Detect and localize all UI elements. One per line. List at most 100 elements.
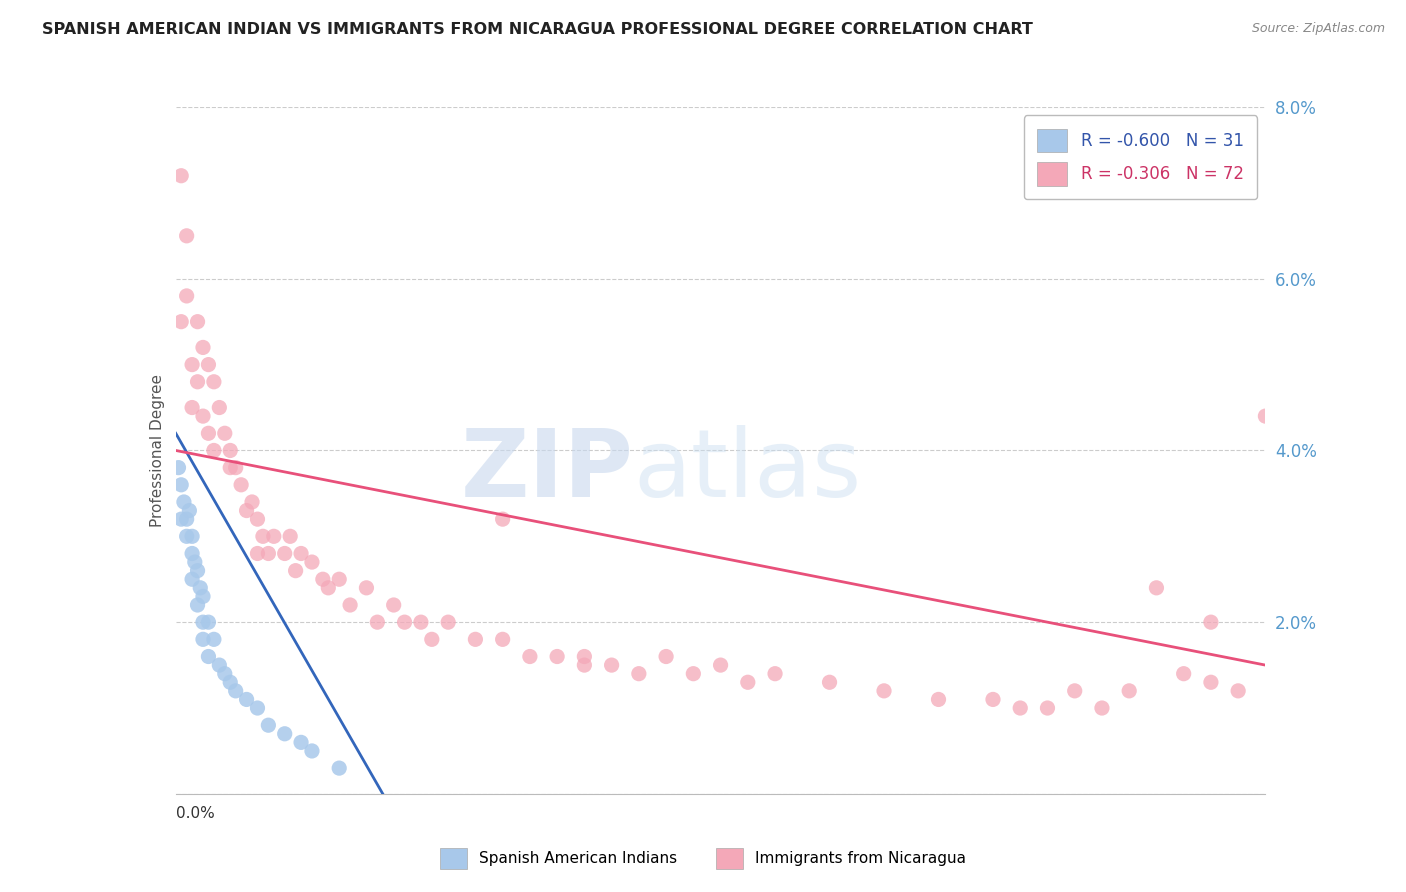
Point xyxy=(873,683,896,698)
Point xyxy=(191,341,214,355)
Point xyxy=(191,615,214,630)
Point xyxy=(246,512,269,526)
Point xyxy=(1254,409,1277,424)
Text: SPANISH AMERICAN INDIAN VS IMMIGRANTS FROM NICARAGUA PROFESSIONAL DEGREE CORRELA: SPANISH AMERICAN INDIAN VS IMMIGRANTS FR… xyxy=(42,22,1033,37)
Point xyxy=(655,649,678,664)
Point xyxy=(197,649,219,664)
Point xyxy=(235,503,257,517)
Point xyxy=(274,727,297,741)
Point xyxy=(202,375,225,389)
Point xyxy=(409,615,432,630)
Point xyxy=(173,495,195,509)
Point xyxy=(519,649,541,664)
Point xyxy=(181,572,204,586)
Point xyxy=(356,581,378,595)
Text: atlas: atlas xyxy=(633,425,862,517)
Point xyxy=(1010,701,1032,715)
Point xyxy=(191,632,214,647)
Point xyxy=(235,692,257,706)
Point xyxy=(219,443,242,458)
Point xyxy=(928,692,950,706)
Point xyxy=(420,632,443,647)
Point xyxy=(176,289,198,303)
Point xyxy=(176,529,198,543)
Point xyxy=(682,666,704,681)
Point xyxy=(188,581,211,595)
Point xyxy=(1199,675,1222,690)
Point xyxy=(214,666,236,681)
Point xyxy=(202,443,225,458)
Point xyxy=(1173,666,1195,681)
Point xyxy=(1118,683,1140,698)
Point xyxy=(763,666,786,681)
Point xyxy=(181,401,204,415)
Point xyxy=(464,632,486,647)
Point xyxy=(197,358,219,372)
Point xyxy=(1036,701,1059,715)
Point xyxy=(284,564,307,578)
Point xyxy=(366,615,388,630)
Point xyxy=(492,632,515,647)
Point xyxy=(181,358,204,372)
Point xyxy=(231,478,253,492)
Point xyxy=(339,598,361,612)
Point xyxy=(290,735,312,749)
Legend: R = -0.600   N = 31, R = -0.306   N = 72: R = -0.600 N = 31, R = -0.306 N = 72 xyxy=(1024,115,1257,199)
Point xyxy=(328,572,350,586)
Point xyxy=(179,503,201,517)
Point xyxy=(184,555,207,569)
Point xyxy=(170,315,193,329)
Point xyxy=(219,460,242,475)
Point xyxy=(246,546,269,561)
Legend: Spanish American Indians, Immigrants from Nicaragua: Spanish American Indians, Immigrants fro… xyxy=(433,841,973,875)
Point xyxy=(818,675,841,690)
Point xyxy=(574,649,596,664)
Point xyxy=(170,169,193,183)
Text: 0.0%: 0.0% xyxy=(176,806,215,822)
Point xyxy=(246,701,269,715)
Point xyxy=(1199,615,1222,630)
Point xyxy=(301,555,323,569)
Point xyxy=(202,632,225,647)
Point xyxy=(214,426,236,441)
Point xyxy=(170,512,193,526)
Point xyxy=(240,495,263,509)
Point xyxy=(737,675,759,690)
Point xyxy=(197,426,219,441)
Point xyxy=(186,598,209,612)
Point xyxy=(263,529,285,543)
Point xyxy=(437,615,460,630)
Point xyxy=(394,615,416,630)
Point xyxy=(274,546,297,561)
Point xyxy=(1063,683,1085,698)
Point xyxy=(191,590,214,604)
Point xyxy=(167,460,190,475)
Point xyxy=(252,529,274,543)
Text: Source: ZipAtlas.com: Source: ZipAtlas.com xyxy=(1251,22,1385,36)
Point xyxy=(225,460,247,475)
Point xyxy=(257,718,280,732)
Point xyxy=(208,401,231,415)
Point xyxy=(1091,701,1114,715)
Point xyxy=(710,658,733,673)
Point xyxy=(176,228,198,243)
Point xyxy=(981,692,1004,706)
Point xyxy=(181,546,204,561)
Point xyxy=(546,649,568,664)
Point xyxy=(186,375,209,389)
Point xyxy=(1227,683,1250,698)
Point xyxy=(208,658,231,673)
Point xyxy=(278,529,301,543)
Point xyxy=(312,572,335,586)
Point xyxy=(225,683,247,698)
Point xyxy=(186,315,209,329)
Point xyxy=(219,675,242,690)
Text: ZIP: ZIP xyxy=(461,425,633,517)
Point xyxy=(492,512,515,526)
Point xyxy=(627,666,650,681)
Point xyxy=(186,564,209,578)
Point xyxy=(574,658,596,673)
Point xyxy=(181,529,204,543)
Point xyxy=(170,478,193,492)
Point xyxy=(257,546,280,561)
